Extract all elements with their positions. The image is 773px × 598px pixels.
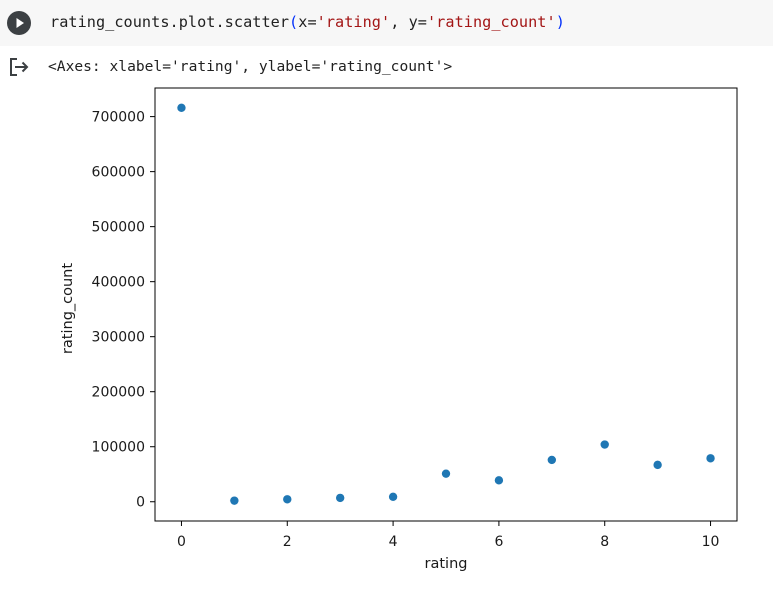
y-tick-label: 500000	[92, 220, 145, 236]
data-point	[441, 468, 451, 479]
y-tick-label: 300000	[92, 330, 145, 346]
code-open-paren: (	[289, 13, 299, 31]
code-separator: ,	[390, 13, 409, 31]
code-call: rating_counts.plot.scatter	[50, 13, 290, 31]
code-arg-y-value: 'rating_count'	[426, 13, 556, 31]
x-tick-label: 0	[177, 534, 186, 550]
data-point	[229, 495, 240, 506]
data-point	[176, 103, 187, 113]
y-tick-label: 700000	[92, 110, 145, 126]
data-point	[335, 493, 345, 503]
code-line[interactable]: rating_counts.plot.scatter(x='rating', y…	[50, 13, 565, 31]
x-tick-label: 2	[283, 534, 292, 550]
code-close-paren: )	[555, 13, 565, 31]
output-redirect-icon[interactable]	[8, 57, 30, 77]
data-point	[494, 475, 504, 486]
code-cell[interactable]: rating_counts.plot.scatter(x='rating', y…	[0, 0, 773, 46]
x-tick-label: 6	[494, 534, 503, 550]
data-point	[388, 491, 398, 502]
output-repr-text: <Axes: xlabel='rating', ylabel='rating_c…	[48, 58, 453, 75]
x-tick-label: 4	[389, 534, 398, 550]
y-tick-label: 600000	[92, 165, 145, 181]
x-tick-label: 10	[702, 534, 720, 550]
plot-frame	[154, 87, 738, 522]
x-axis-label: rating	[425, 556, 468, 572]
code-arg-y-name: y=	[408, 13, 427, 31]
y-tick-label: 100000	[92, 440, 145, 456]
data-point	[547, 455, 557, 465]
y-axis-label: rating_count	[60, 263, 76, 354]
data-point	[599, 439, 610, 450]
data-points	[176, 103, 716, 506]
play-icon	[16, 18, 24, 28]
data-point	[705, 453, 716, 464]
y-tick-label: 200000	[92, 385, 145, 401]
y-tick-label: 0	[136, 495, 145, 511]
x-tick-label: 8	[600, 534, 609, 550]
axis-ticks: 0 2 4 6 8 10 0 100000 200000 300000 400000 500000 60…	[92, 110, 720, 550]
data-point	[282, 494, 293, 505]
code-arg-x-value: 'rating'	[316, 13, 391, 31]
code-arg-x-name: x=	[298, 13, 317, 31]
run-cell-button[interactable]	[7, 11, 31, 35]
data-point	[652, 460, 663, 470]
y-tick-label: 400000	[92, 275, 145, 291]
